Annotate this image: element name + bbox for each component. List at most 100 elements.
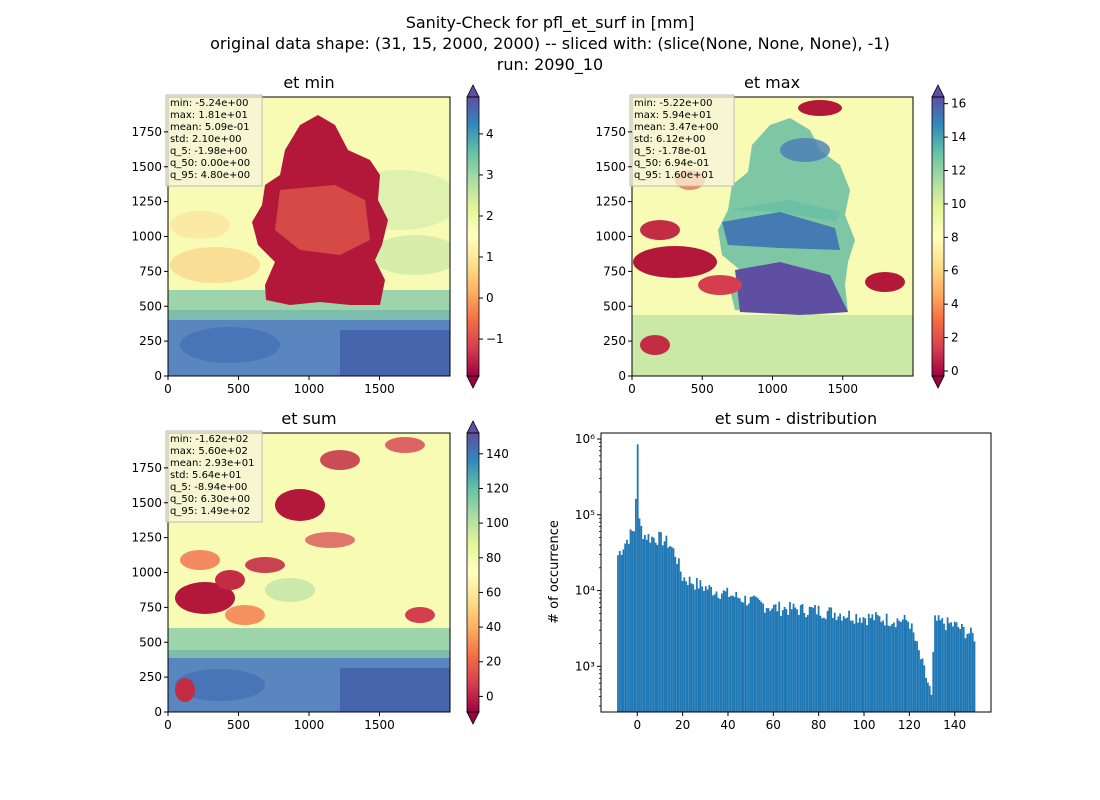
histogram-bar	[780, 615, 782, 712]
colorbar-frame	[466, 96, 480, 377]
panel-title: et sum	[281, 409, 336, 428]
histogram-bar	[926, 682, 929, 712]
histogram-bar	[935, 620, 938, 712]
x-tick-label: 120	[898, 718, 921, 732]
histogram-bar	[633, 531, 636, 712]
histogram-bar	[810, 607, 813, 712]
histogram-bar	[758, 599, 761, 712]
y-tick-label: 1000	[131, 230, 162, 244]
y-tick-label: 1750	[595, 125, 626, 139]
histogram-bar	[862, 617, 865, 712]
histogram-bar	[814, 605, 816, 712]
y-tick-label: 10⁵	[575, 508, 595, 522]
colorbar-extend-min	[466, 375, 480, 389]
histogram-bar	[912, 632, 915, 712]
histogram-bar	[755, 596, 757, 712]
colorbar-tick-label: 0	[486, 689, 494, 703]
histogram-bar	[885, 613, 888, 712]
histogram-bar	[626, 539, 628, 712]
panel-et-sum: et sum min: -1.62e+02 max: 5.60e+02	[131, 409, 508, 732]
histogram-bar	[676, 563, 679, 712]
histogram-bar	[898, 620, 901, 712]
histogram-bar	[635, 498, 637, 712]
histogram-bar	[826, 611, 829, 712]
y-tick-label: 250	[603, 334, 626, 348]
histogram-bar	[735, 591, 738, 712]
histogram-bar	[713, 594, 716, 712]
histogram-bar	[645, 539, 648, 712]
colorbar-gradient	[467, 97, 479, 376]
colorbar-tick-label: 4	[486, 127, 494, 141]
histogram-bar	[962, 627, 965, 712]
stat-line: max: 1.81e+01	[170, 110, 248, 121]
histogram-bar	[944, 630, 947, 712]
colorbar-tick-label: 3	[486, 168, 494, 182]
histogram-bar	[830, 607, 833, 712]
x-tick-label: 140	[943, 718, 966, 732]
histogram-bar	[821, 618, 824, 712]
histogram-bar	[749, 597, 752, 712]
stat-line: q_95: 1.60e+01	[634, 170, 714, 181]
histogram-bar	[959, 628, 962, 712]
stat-line: q_5: -8.94e+00	[170, 482, 247, 493]
y-tick-label: 0	[154, 705, 162, 719]
histogram-bar	[869, 618, 872, 712]
panel-title: et max	[744, 73, 800, 92]
colorbar: 0 2 4 6 8 10 12 14 16	[931, 84, 966, 389]
histogram-bar	[939, 620, 942, 712]
histogram-bar	[842, 616, 845, 712]
histogram-bar	[658, 531, 661, 712]
x-tick-label: 100	[853, 718, 876, 732]
y-tick-label: 1250	[131, 195, 162, 209]
colorbar-tick-label: 1	[486, 250, 494, 264]
histogram-bar	[728, 597, 730, 712]
histogram-bar	[925, 677, 927, 712]
histogram-bar	[683, 577, 686, 712]
colorbar-extend-max	[466, 420, 480, 434]
colorbar-extend-min	[931, 375, 945, 389]
histogram-bar	[808, 606, 811, 712]
histogram-bar	[871, 614, 874, 712]
histogram-bar	[740, 601, 743, 712]
histogram-bar	[910, 623, 913, 712]
histogram-bar	[973, 641, 976, 712]
histogram-bar	[867, 613, 870, 712]
y-tick-label: 1000	[595, 230, 626, 244]
histogram-bar	[774, 604, 777, 712]
histogram-bar	[688, 576, 691, 712]
histogram-bar	[792, 603, 795, 712]
colorbar-tick-label: 0	[951, 364, 959, 378]
x-tick-label: 0	[628, 382, 636, 396]
histogram-bar	[948, 623, 951, 712]
histogram-bar	[617, 555, 619, 712]
histogram-bar	[828, 607, 831, 712]
histogram-bar	[738, 598, 741, 712]
panel-title: et sum - distribution	[715, 409, 877, 428]
histogram-bar	[812, 607, 815, 712]
histogram-bar	[618, 551, 621, 712]
y-tick-label: 250	[139, 334, 162, 348]
histogram-bar	[844, 618, 847, 712]
histogram-bar	[651, 536, 653, 712]
histogram-axis-ticks: 0 20 40 60 80 100 120 140 10³ 10⁴ 10⁵ 10⁶	[575, 432, 966, 732]
x-tick-label: 1000	[294, 718, 325, 732]
colorbar-tick-label: 40	[486, 620, 501, 634]
y-tick-label: 10⁶	[575, 432, 595, 446]
x-tick-label: 0	[164, 382, 172, 396]
histogram-bar	[642, 538, 644, 712]
histogram-bar	[903, 614, 906, 712]
histogram-bar	[891, 624, 893, 712]
stat-line: std: 5.64e+01	[170, 470, 242, 481]
histogram-bar	[789, 602, 791, 712]
figure-title-line-3: run: 2090_10	[496, 55, 604, 74]
colorbar-tick-label: 6	[951, 264, 959, 278]
colorbar-frame	[466, 432, 480, 713]
colorbar-gradient	[932, 97, 944, 376]
histogram-bar	[937, 615, 940, 712]
histogram-bar	[819, 615, 822, 712]
histogram-bar	[690, 583, 693, 712]
histogram-bar	[756, 597, 759, 712]
colorbar-tick-label: 2	[951, 331, 959, 345]
histogram-bar	[701, 586, 704, 712]
